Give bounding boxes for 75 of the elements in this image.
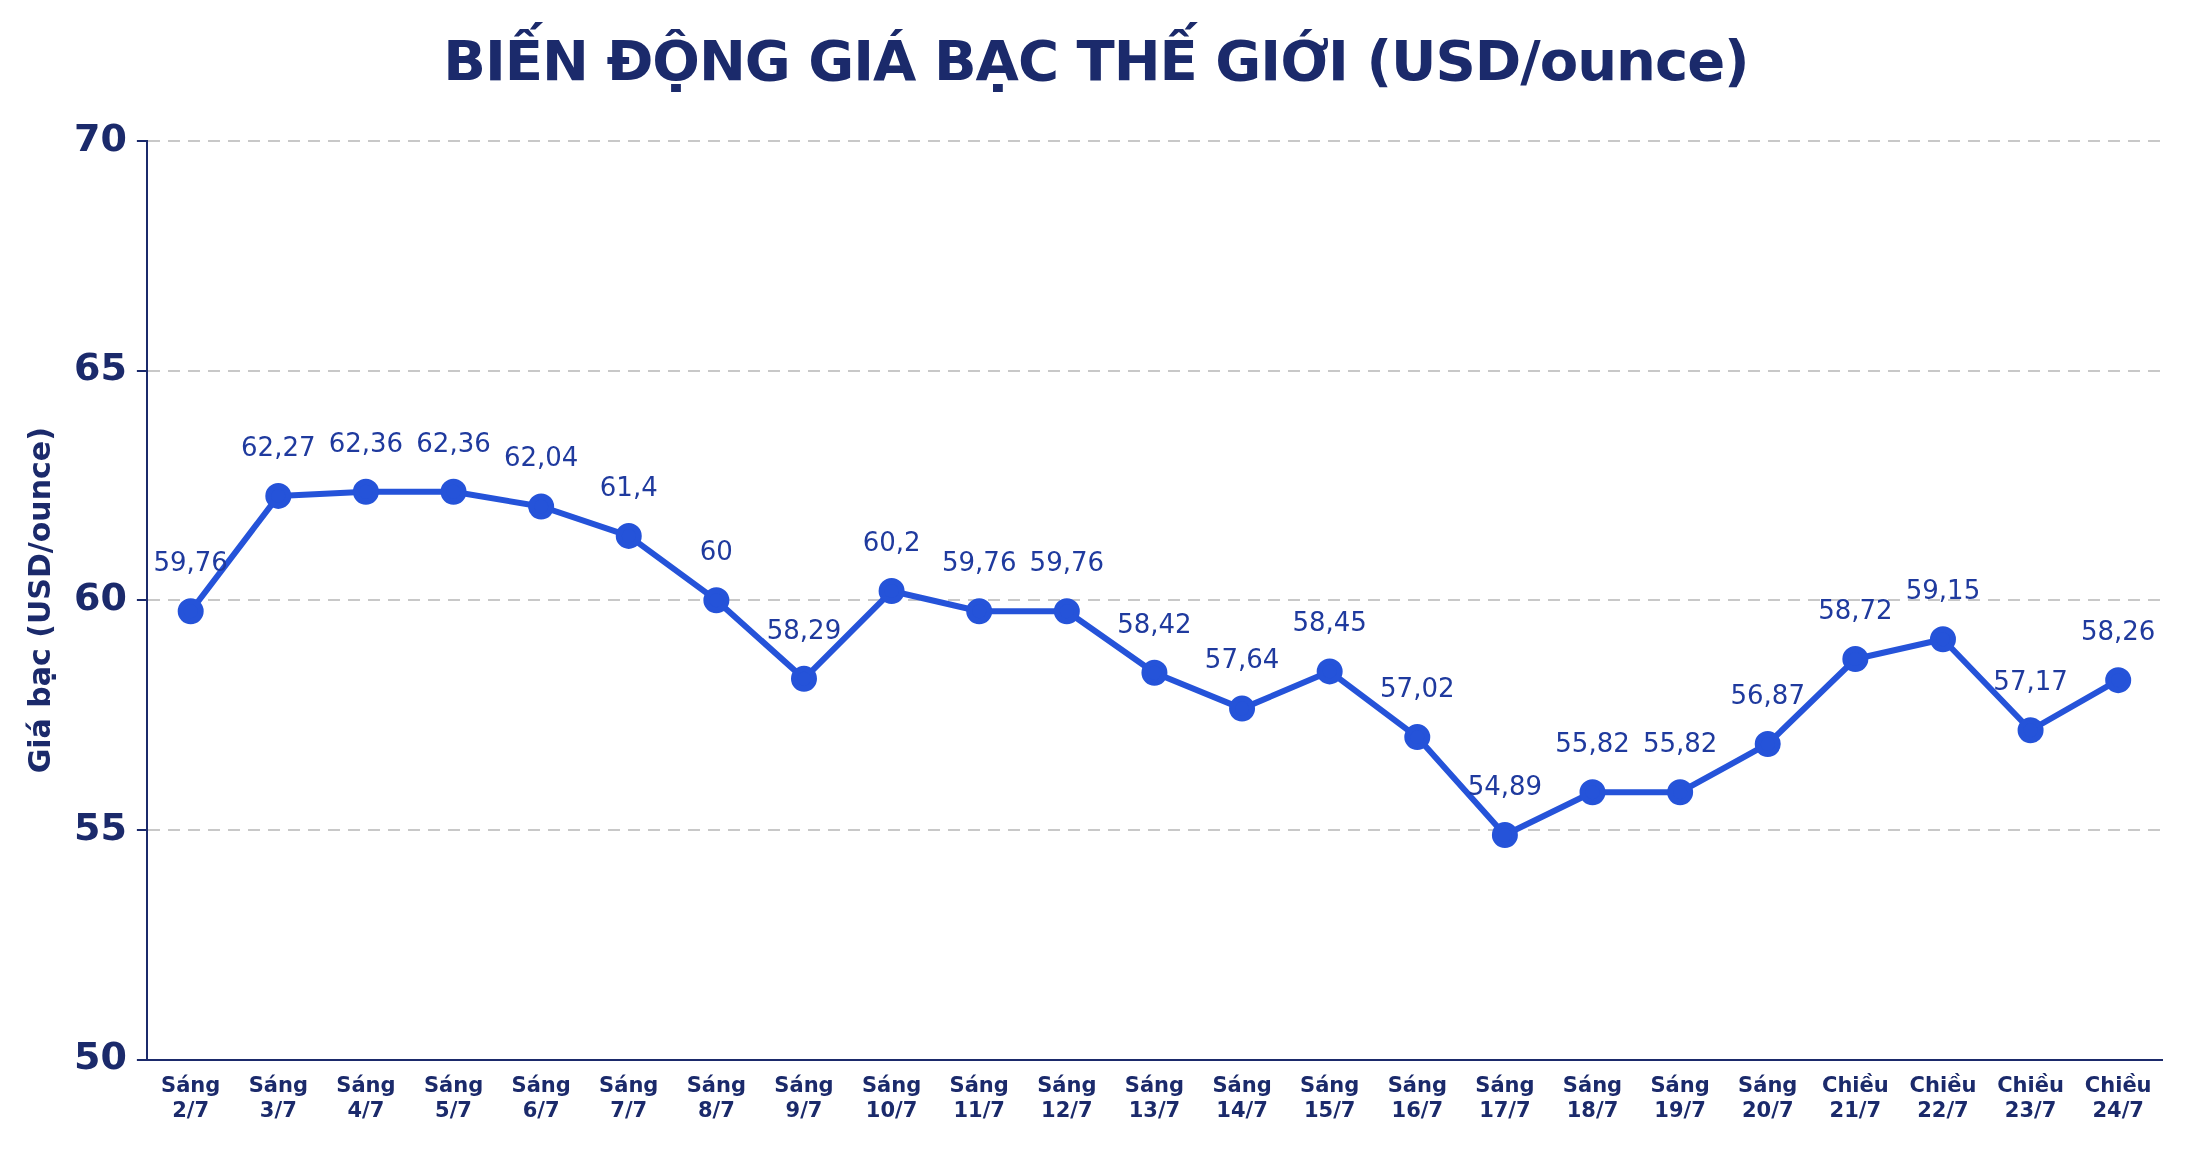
x-tick-label: Chiều 23/7: [1997, 1072, 2064, 1122]
x-tick-label: Sáng 16/7: [1387, 1072, 1447, 1122]
x-tick-label: Sáng 8/7: [686, 1072, 747, 1122]
data-label: 61,4: [599, 471, 658, 502]
data-label: 54,89: [1467, 770, 1543, 801]
y-tick-label: 70: [73, 115, 127, 160]
data-label: 57,17: [1993, 665, 2068, 696]
data-label: 62,27: [241, 431, 316, 462]
x-tick-label: Sáng 10/7: [861, 1072, 922, 1122]
data-label: 57,02: [1380, 672, 1455, 703]
x-tick-label: Chiều 22/7: [1909, 1072, 1977, 1122]
point: [528, 493, 555, 520]
point: [1754, 730, 1781, 757]
point: [878, 578, 905, 605]
point: [966, 598, 993, 625]
x-tick-label: Sáng 12/7: [1037, 1072, 1097, 1122]
point: [1141, 659, 1168, 686]
x-tick-label: Sáng 6/7: [511, 1072, 571, 1122]
data-label: 58,26: [2080, 615, 2156, 646]
point: [615, 522, 642, 549]
data-label: 59,15: [1905, 575, 1981, 605]
x-tick-label: Sáng 18/7: [1562, 1072, 1623, 1122]
data-label: 55,82: [1555, 727, 1630, 758]
data-label: 59,76: [941, 546, 1017, 577]
data-label: 62,36: [328, 427, 404, 458]
x-tick-label: Sáng 14/7: [1212, 1072, 1272, 1122]
data-label: 59,76: [1029, 546, 1105, 577]
data-label: 58,72: [1818, 594, 1893, 625]
data-label: 58,42: [1117, 608, 1192, 639]
y-tick-label: 60: [73, 575, 127, 620]
data-label: 62,36: [416, 427, 491, 458]
x-tick-label: Sáng 20/7: [1738, 1072, 1798, 1122]
point: [1667, 779, 1694, 806]
point: [1929, 626, 1956, 653]
data-label: 58,29: [766, 614, 842, 645]
point: [790, 665, 817, 692]
x-tick-label: Sáng 7/7: [599, 1072, 659, 1122]
point: [352, 478, 379, 505]
x-tick-label: Chiều 24/7: [2084, 1072, 2152, 1122]
point: [1579, 779, 1606, 806]
x-tick-label: Sáng 9/7: [774, 1072, 834, 1122]
x-tick-label: Sáng 13/7: [1124, 1072, 1185, 1122]
data-label: 56,87: [1730, 679, 1805, 710]
x-tick-label: Sáng 5/7: [423, 1072, 484, 1122]
point: [265, 482, 292, 509]
x-tick-label: Sáng 19/7: [1650, 1072, 1710, 1122]
data-label: 55,82: [1642, 727, 1718, 758]
x-tick-label: Sáng 2/7: [161, 1072, 221, 1122]
y-tick-label: 65: [73, 345, 127, 390]
x-tick-label: Sáng 17/7: [1475, 1072, 1535, 1122]
point: [177, 598, 204, 625]
point: [2105, 667, 2132, 694]
point: [703, 587, 730, 614]
x-tick-label: Chiều 21/7: [1821, 1072, 1889, 1122]
point: [2017, 717, 2044, 744]
point: [440, 478, 467, 505]
point: [1229, 695, 1256, 722]
point: [1053, 598, 1080, 625]
data-label: 60,2: [862, 526, 921, 557]
data-label: 60: [699, 535, 733, 566]
y-tick-label: 55: [73, 804, 127, 849]
point: [1404, 724, 1431, 751]
y-axis-title: Giá bạc (USD/ounce): [21, 427, 57, 774]
x-tick-label: Sáng 11/7: [949, 1072, 1009, 1122]
data-label: 62,04: [503, 442, 579, 473]
point: [1491, 821, 1518, 848]
x-tick-label: Sáng 3/7: [248, 1072, 308, 1122]
y-tick-label: 50: [73, 1034, 127, 1079]
data-label: 58,45: [1292, 607, 1367, 638]
data-label: 59,76: [153, 546, 228, 577]
point: [1316, 658, 1343, 685]
x-tick-label: Sáng 15/7: [1300, 1072, 1360, 1122]
x-tick-label: Sáng 4/7: [336, 1072, 396, 1122]
point: [1842, 646, 1869, 672]
data-label: 57,64: [1204, 644, 1280, 675]
